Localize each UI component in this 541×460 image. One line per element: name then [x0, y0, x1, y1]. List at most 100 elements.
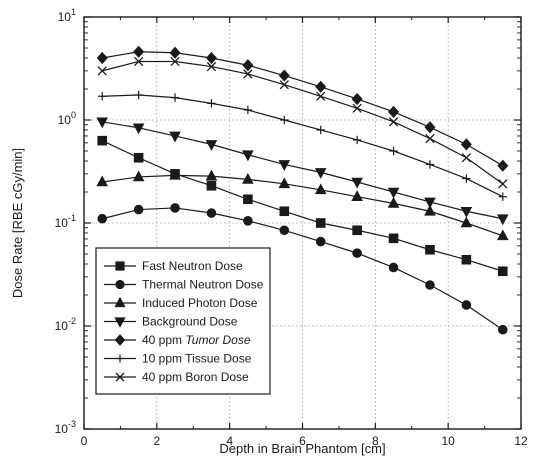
- data-point: [133, 56, 144, 67]
- data-point: [279, 206, 290, 217]
- series-line: [102, 207, 504, 331]
- series-3: [96, 168, 509, 241]
- data-point: [389, 146, 398, 156]
- data-point: [424, 121, 436, 134]
- data-point: [170, 56, 180, 67]
- data-point: [242, 150, 254, 162]
- data-point: [352, 135, 362, 145]
- data-point: [460, 216, 473, 228]
- x-tick-label: 12: [514, 434, 528, 448]
- y-tick-label: 10-3: [55, 419, 76, 436]
- data-point: [460, 138, 472, 151]
- data-point: [115, 372, 125, 382]
- data-point: [497, 266, 508, 277]
- data-point: [314, 168, 327, 179]
- data-point: [425, 133, 435, 144]
- data-point: [424, 204, 436, 216]
- data-point: [134, 90, 143, 100]
- data-point: [387, 196, 400, 208]
- data-point: [98, 92, 107, 101]
- data-point: [205, 169, 218, 181]
- legend-entry: Induced Photon Dose: [104, 296, 258, 310]
- series-line: [102, 174, 503, 237]
- series-4: [96, 117, 509, 226]
- data-point: [315, 218, 326, 228]
- data-point: [278, 160, 291, 171]
- data-point: [242, 59, 254, 72]
- data-point: [387, 187, 400, 199]
- data-point: [316, 125, 325, 135]
- series-6: [98, 90, 507, 201]
- data-point: [97, 213, 108, 224]
- data-point: [243, 105, 253, 115]
- axis-layer: 0 2 4 6 8 10 12 10-3 10-2 10-1 100 101: [55, 7, 528, 448]
- series-line: [102, 51, 504, 167]
- data-point: [351, 92, 363, 106]
- data-point: [388, 117, 399, 127]
- legend-entry: 40 ppm Boron Dose: [104, 370, 249, 384]
- data-point: [96, 175, 109, 187]
- legend: Fast Neutron Dose Thermal Neutron Dose Ind…: [95, 247, 271, 395]
- data-point: [496, 214, 509, 226]
- data-point: [206, 208, 217, 218]
- legend-label: Induced Photon Dose: [142, 296, 258, 310]
- y-axis-label: Dose Rate [RBE cGy/min]: [10, 148, 25, 298]
- legend-label: Fast Neutron Dose: [142, 259, 243, 273]
- x-tick-label: 8: [372, 434, 379, 448]
- legend-label: Background Dose: [142, 315, 238, 329]
- legend-label: 40 ppm Tumor Dose: [142, 333, 251, 347]
- data-point: [97, 135, 108, 146]
- data-point: [205, 51, 217, 65]
- data-point: [425, 280, 435, 290]
- series-line: [102, 60, 504, 185]
- data-point: [462, 174, 471, 183]
- data-point: [96, 117, 109, 129]
- data-point: [388, 105, 400, 118]
- y-tick-label: 100: [58, 110, 76, 127]
- data-point: [114, 317, 126, 328]
- legend-label: 10 ppm Tissue Dose: [142, 352, 252, 366]
- data-point: [133, 45, 145, 58]
- data-point: [169, 168, 181, 180]
- data-point: [243, 69, 253, 79]
- data-point: [97, 66, 107, 76]
- data-point: [316, 91, 326, 101]
- data-point: [279, 80, 289, 90]
- legend-entry: Background Dose: [104, 315, 238, 329]
- x-tick-label: 4: [226, 434, 233, 448]
- data-point: [206, 61, 217, 72]
- data-point: [461, 300, 472, 310]
- data-point: [425, 160, 435, 169]
- series-2: [97, 203, 508, 335]
- data-point: [116, 354, 124, 363]
- data-point: [352, 103, 362, 113]
- series-5: [96, 45, 509, 172]
- data-point: [352, 248, 362, 258]
- data-point: [133, 204, 144, 215]
- data-point: [205, 140, 218, 151]
- legend-entry: 10 ppm Tissue Dose: [104, 352, 252, 366]
- legend-entry: Fast Neutron Dose: [104, 259, 243, 273]
- data-point: [460, 206, 473, 218]
- y-tick-label: 10-1: [55, 213, 76, 230]
- data-point: [132, 123, 145, 135]
- data-point: [133, 152, 144, 163]
- series-line: [101, 140, 503, 272]
- data-point: [388, 233, 399, 244]
- data-point: [496, 229, 509, 241]
- data-point: [425, 244, 435, 255]
- x-tick-label: 10: [441, 434, 455, 448]
- data-point: [498, 192, 507, 201]
- legend-entry: Thermal Neutron Dose: [104, 278, 264, 292]
- x-axis-label: Depth in Brain Phantom [cm]: [219, 441, 385, 456]
- data-point: [388, 262, 399, 273]
- series-1: [97, 135, 508, 277]
- y-tick-label: 10-2: [55, 316, 76, 333]
- data-point: [279, 225, 290, 236]
- data-point: [170, 203, 180, 213]
- data-point: [498, 179, 508, 189]
- data-point: [461, 254, 472, 265]
- data-point: [169, 46, 181, 59]
- data-point: [243, 216, 253, 226]
- legend-label: 40 ppm Boron Dose: [142, 370, 249, 384]
